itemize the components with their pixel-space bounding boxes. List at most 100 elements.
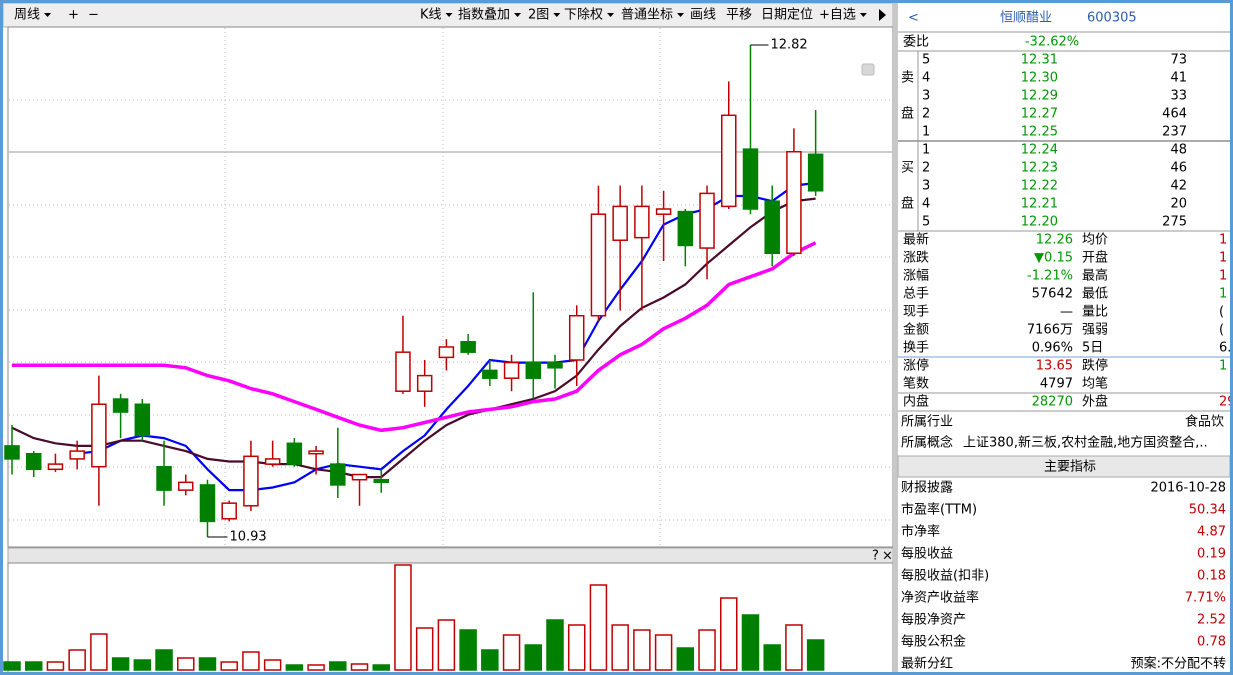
label: 最新 [903,232,929,248]
value: -32.62% [1025,35,1079,50]
volume-bar [741,614,760,671]
volume-bar [589,584,608,671]
label: 所属概念 [901,435,953,451]
candle-body [112,398,129,413]
label: 现手 [903,305,929,320]
volume-bar [502,634,521,671]
toolbar-button[interactable]: 画线 [690,8,716,23]
label: 总手 [903,287,929,302]
price: 12.30 [1021,71,1058,86]
price: 12.21 [1021,197,1058,212]
value: 4.87 [1197,525,1226,540]
toolbar-button[interactable]: 周线 [14,8,40,23]
volume: 41 [1170,71,1187,86]
level: 4 [922,197,930,212]
volume-bar [481,649,499,671]
label: 每股净资产 [901,612,966,628]
candle-body [330,463,346,486]
candle-body [764,200,780,255]
volume-bar [90,633,108,671]
candle-body [47,463,64,471]
label: 换手 [903,341,929,356]
toolbar-button[interactable]: +自选 [819,8,856,23]
volume-bar [285,664,304,671]
price: 12.29 [1021,89,1058,104]
label: 每股公积金 [901,634,966,650]
candle-body [69,450,85,460]
volume-bar [46,661,65,671]
candle-body [807,153,824,192]
label: 笔数 [903,376,929,392]
value: 4797 [1040,377,1073,392]
label: 内盘 [903,394,929,410]
back-arrow[interactable]: < [908,11,919,26]
candle-body [395,351,411,392]
stock-name: 恒顺醋业 [1000,10,1052,26]
value: -1.21% [1027,269,1073,284]
value: 7.71% [1185,591,1226,606]
toolbar-button[interactable]: − [88,8,99,23]
label: 每股收益(扣非) [901,568,989,584]
toolbar-button[interactable]: 指数叠加 [458,8,510,23]
volume-bar [415,627,434,671]
quote-header [898,3,1230,31]
volume-bar [394,564,412,671]
candle-body [655,208,672,215]
level: 3 [922,179,930,194]
label: 均价 [1082,233,1108,248]
lock-icon[interactable] [861,63,875,76]
level: 2 [922,107,930,122]
close-icon[interactable]: × [882,549,893,564]
value: 0.96% [1032,341,1073,356]
value: 29 [1219,395,1233,410]
toolbar-button[interactable]: 日期定位 [761,8,813,23]
label: 均笔 [1082,376,1108,392]
value: 预案:不分配不转 [1131,657,1226,672]
candle-body [178,481,194,491]
toolbar-button[interactable]: 普通坐标 [621,8,673,23]
candle-body [264,458,281,465]
stock-code: 600305 [1087,11,1137,26]
label: 涨幅 [903,269,929,284]
volume-bar [111,657,130,671]
volume: 33 [1170,89,1187,104]
toolbar-button[interactable]: + [68,8,79,23]
volume-bar [524,644,543,671]
value: 50.34 [1189,503,1226,518]
dropdown-arrow [553,13,561,17]
dropdown-arrow [677,13,685,17]
moving-average-line [11,197,816,479]
volume-bar [220,661,238,671]
toolbar-button[interactable]: 下除权 [564,7,603,23]
candle-body [308,450,324,455]
volume-bar [329,661,347,671]
dropdown-arrow [607,13,615,17]
candle-body [199,484,216,523]
toolbar-button[interactable]: K线 [420,8,442,23]
price-panel [7,26,894,548]
dropdown-arrow [44,13,52,17]
level: 2 [922,161,930,176]
level: 5 [922,53,930,68]
splitter [893,3,898,675]
expand-icon[interactable] [879,9,886,21]
label: 最新分红 [901,656,953,672]
label: 所属行业 [901,415,953,430]
label: 最低 [1082,287,1108,302]
candle-body [699,192,715,249]
price: 12.27 [1021,107,1058,122]
toolbar-button[interactable]: 平移 [726,8,752,23]
volume-bar [307,664,325,671]
side-label: 盘 [901,196,914,212]
value: 1 [1219,233,1227,248]
help-icon[interactable]: ? [872,549,879,564]
candle-body [134,403,151,437]
candle-body [25,452,42,471]
price: 12.24 [1021,143,1058,158]
value: 28270 [1032,395,1073,410]
candle-body [547,361,563,369]
toolbar-button[interactable]: 2图 [528,8,549,23]
volume: 464 [1162,107,1187,122]
side-label: 卖 [901,71,914,86]
